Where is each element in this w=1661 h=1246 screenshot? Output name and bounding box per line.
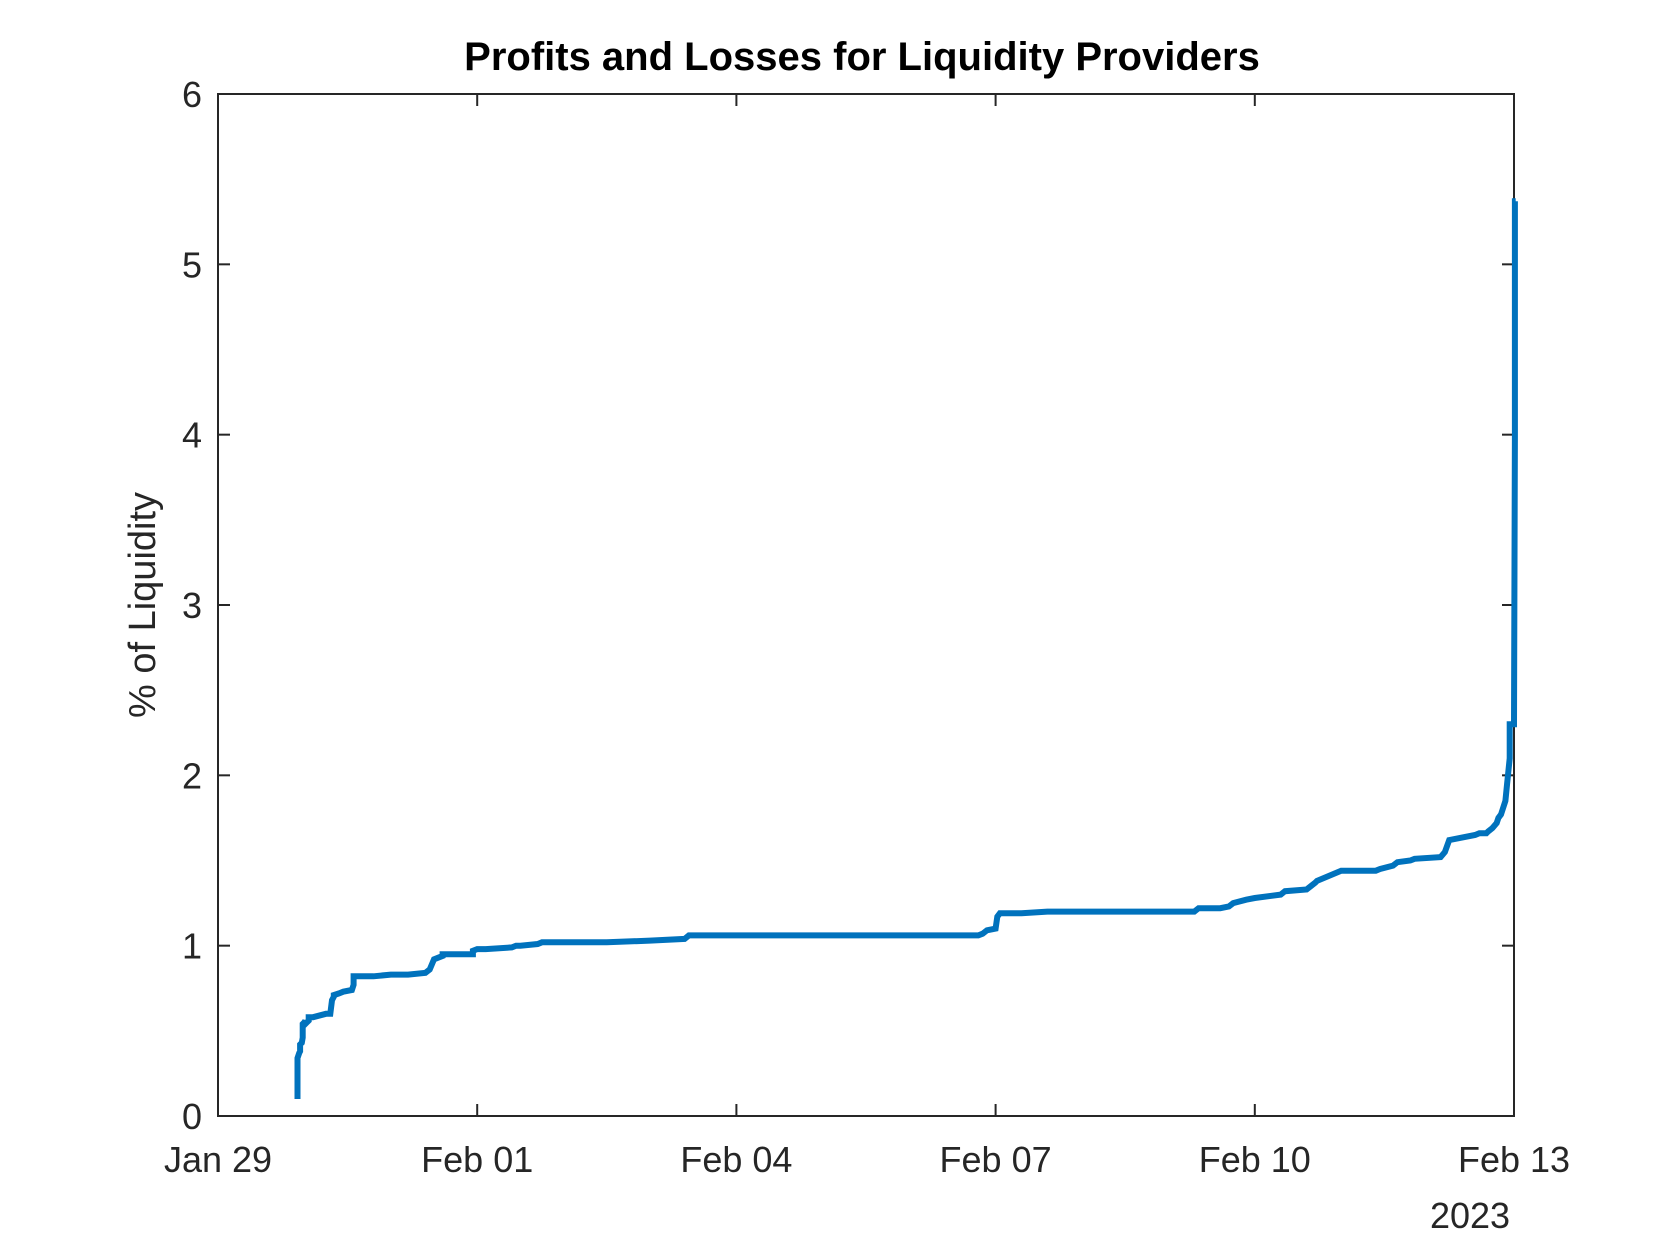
y-tick-label: 5 <box>182 244 202 285</box>
y-axis-label: % of Liquidity <box>122 492 164 718</box>
x-tick-label: Jan 29 <box>164 1139 272 1180</box>
x-tick-label: Feb 01 <box>421 1139 533 1180</box>
y-tick-label: 6 <box>182 74 202 115</box>
plot-area-border <box>217 93 1515 1117</box>
x-axis-year-label: 2023 <box>1430 1195 1510 1236</box>
y-tick-label: 4 <box>182 415 202 456</box>
y-tick-label: 3 <box>182 585 202 626</box>
y-tick-label: 1 <box>182 926 202 967</box>
x-tick-label: Feb 07 <box>940 1139 1052 1180</box>
y-tick-label: 0 <box>182 1096 202 1137</box>
chart-title: Profits and Losses for Liquidity Provide… <box>464 35 1260 79</box>
axes <box>217 93 1515 1117</box>
series-line-pnl <box>294 198 1518 1099</box>
x-tick-label: Feb 10 <box>1199 1139 1311 1180</box>
x-tick-label: Feb 13 <box>1458 1139 1570 1180</box>
y-tick-label: 2 <box>182 755 202 796</box>
x-axis-ticks: Jan 29 Feb 01 Feb 04 Feb 07 Feb 10 Feb 13 <box>164 94 1570 1180</box>
series-layer <box>294 198 1518 1099</box>
x-tick-label: Feb 04 <box>680 1139 792 1180</box>
y-axis-ticks: 0 1 2 3 4 5 6 <box>182 74 1514 1137</box>
